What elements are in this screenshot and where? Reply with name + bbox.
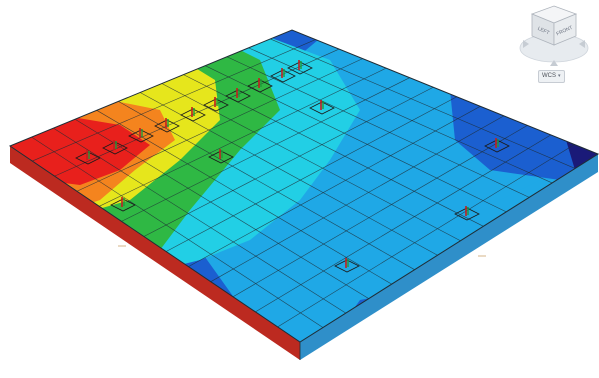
column-support xyxy=(110,197,136,212)
chevron-down-icon: ▾ xyxy=(558,73,561,79)
column-support xyxy=(287,60,313,75)
column-support xyxy=(309,100,335,115)
column-support xyxy=(75,150,101,165)
column-support xyxy=(225,88,251,103)
viewcube-face-left[interactable]: LEFT xyxy=(537,26,551,36)
slab-outline xyxy=(8,29,599,343)
column-support xyxy=(270,68,296,83)
column-support xyxy=(334,258,360,273)
column-support xyxy=(484,138,510,153)
column-support xyxy=(154,118,180,133)
dimension-ticks xyxy=(118,245,486,257)
mesh-grid xyxy=(31,38,576,328)
viewcube-icon[interactable]: LEFT FRONT xyxy=(512,0,596,72)
column-support xyxy=(203,97,229,112)
wcs-label: WCS xyxy=(542,73,556,79)
column-support xyxy=(208,149,234,164)
wcs-dropdown[interactable]: WCS ▾ xyxy=(538,70,565,83)
slab-edges xyxy=(10,146,598,360)
column-supports xyxy=(75,60,510,273)
column-support xyxy=(102,140,128,155)
column-support xyxy=(247,78,273,93)
column-support xyxy=(454,206,480,221)
column-support xyxy=(180,107,206,122)
column-support xyxy=(128,128,154,143)
